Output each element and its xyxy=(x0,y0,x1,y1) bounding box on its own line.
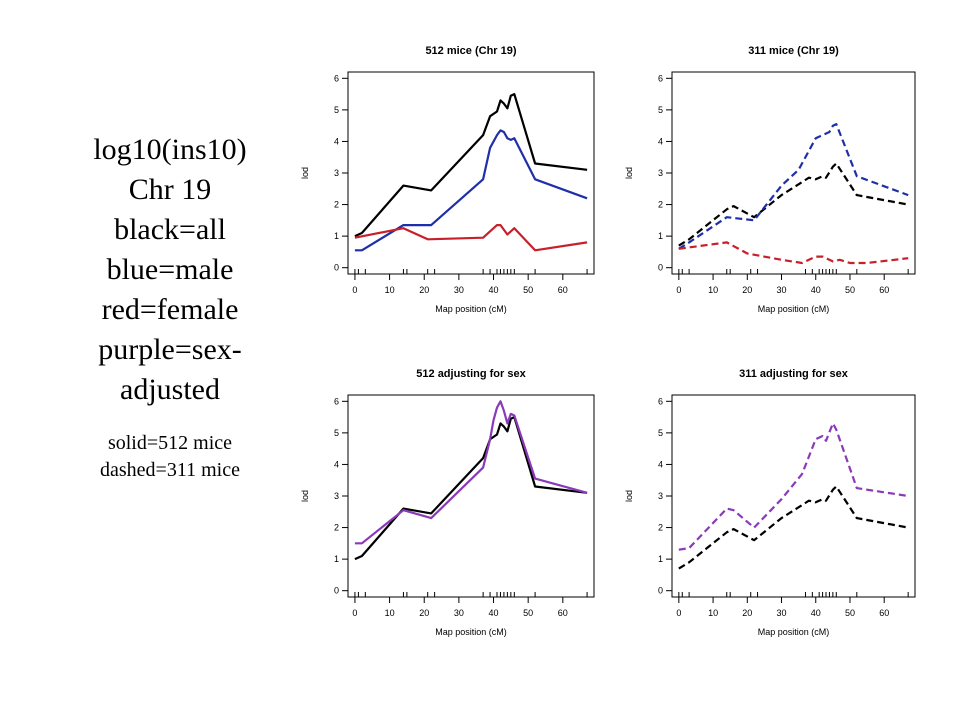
caption-line-4: blue=male xyxy=(106,253,234,286)
panel-2-x-tick-label: 40 xyxy=(811,285,821,295)
panel-3-x-tick-label: 30 xyxy=(454,608,464,618)
panel-4-y-tick-label: 0 xyxy=(658,586,663,596)
panel-4-x-tick-label: 0 xyxy=(676,608,681,618)
panel-3-x-tick-label: 60 xyxy=(558,608,568,618)
panel-3-series-all-line xyxy=(354,416,588,561)
panel-2-y-tick-label: 5 xyxy=(658,105,663,115)
panel-1-series-all-line xyxy=(354,92,588,238)
panel-3-x-tick-label: 10 xyxy=(385,608,395,618)
panel-4-y-tick-label: 4 xyxy=(658,459,663,469)
panel-2-x-tick-label: 30 xyxy=(777,285,787,295)
caption-line-5: red=female xyxy=(101,293,239,326)
panel-3-x-tick-label: 0 xyxy=(352,608,357,618)
panel-4-plot-frame xyxy=(671,394,916,598)
panel-3-y-tick-label: 4 xyxy=(334,459,339,469)
panel-4-y-tick-label: 3 xyxy=(658,491,663,501)
panel-4-y-tick-label: 5 xyxy=(658,428,663,438)
caption-line-2: Chr 19 xyxy=(128,173,212,206)
panel-2-x-tick-label: 50 xyxy=(845,285,855,295)
panel-1-x-tick-label: 10 xyxy=(385,285,395,295)
panel-2-y-tick-label: 3 xyxy=(658,168,663,178)
caption-line-7: adjusted xyxy=(120,373,220,406)
panel-2-y-tick-label: 2 xyxy=(658,200,663,210)
panel-2-title: 311 mice (Chr 19) xyxy=(748,45,839,57)
panel-3-title: 512 adjusting for sex xyxy=(416,368,526,380)
panel-1-series-male-line xyxy=(354,129,588,252)
caption-line-1: log10(ins10) xyxy=(93,133,247,166)
panel-2-x-tick-label: 60 xyxy=(879,285,889,295)
panel-2-y-tick-label: 1 xyxy=(658,231,663,241)
panel-2-x-axis-label: Map position (cM) xyxy=(758,304,830,314)
panel-4-x-axis-label: Map position (cM) xyxy=(758,627,830,637)
panel-3-y-tick-label: 0 xyxy=(334,586,339,596)
panel-2-x-tick-label: 20 xyxy=(742,285,752,295)
panel-4-x-tick-label: 40 xyxy=(811,608,821,618)
panel-1-x-tick-label: 60 xyxy=(558,285,568,295)
panel-4-y-axis-label: lod xyxy=(624,490,634,502)
panel-4-title: 311 adjusting for sex xyxy=(739,368,849,380)
caption-note-2: dashed=311 mice xyxy=(100,459,240,481)
panel-4-y-tick-label: 2 xyxy=(658,523,663,533)
panel-1-x-tick-label: 50 xyxy=(523,285,533,295)
panel-1-y-tick-label: 4 xyxy=(334,136,339,146)
panel-1-x-tick-label: 0 xyxy=(352,285,357,295)
caption-line-6: purple=sex- xyxy=(98,333,242,366)
panel-2-y-tick-label: 0 xyxy=(658,263,663,273)
panel-4-y-tick-label: 1 xyxy=(658,554,663,564)
panel-1-y-tick-label: 0 xyxy=(334,263,339,273)
caption-block: log10(ins10) Chr 19 black=all blue=male … xyxy=(40,130,300,484)
panel-3-plot-frame xyxy=(347,394,595,598)
panel-2-y-axis-label: lod xyxy=(624,167,634,179)
panel-3-y-tick-label: 6 xyxy=(334,396,339,406)
panel-3-x-tick-label: 40 xyxy=(489,608,499,618)
panel-2-x-tick-label: 0 xyxy=(676,285,681,295)
panel-2-y-tick-label: 6 xyxy=(658,73,663,83)
panel-3-y-tick-label: 5 xyxy=(334,428,339,438)
panel-1-x-tick-label: 30 xyxy=(454,285,464,295)
panel-3-y-tick-label: 1 xyxy=(334,554,339,564)
panel-2-series-female-line xyxy=(678,241,909,265)
panel-4-x-tick-label: 60 xyxy=(879,608,889,618)
panel-3-y-tick-label: 2 xyxy=(334,523,339,533)
panel-1-series-female-line xyxy=(354,224,588,252)
panel-3-x-tick-label: 50 xyxy=(523,608,533,618)
panel-1-x-axis-label: Map position (cM) xyxy=(435,304,507,314)
panel-1-y-tick-label: 2 xyxy=(334,200,339,210)
panel-1-y-axis-label: lod xyxy=(300,167,310,179)
caption-note-1: solid=512 mice xyxy=(107,432,233,454)
panel-4-series-sex-adjusted-line xyxy=(678,422,909,551)
panel-3-x-tick-label: 20 xyxy=(419,608,429,618)
panel-4-series-all-line xyxy=(678,485,909,570)
panel-2-x-tick-label: 10 xyxy=(708,285,718,295)
panel-4-x-tick-label: 50 xyxy=(845,608,855,618)
panel-3-y-axis-label: lod xyxy=(300,490,310,502)
panel-4-x-tick-label: 30 xyxy=(777,608,787,618)
panel-1-x-tick-label: 40 xyxy=(489,285,499,295)
panel-4-x-tick-label: 10 xyxy=(708,608,718,618)
panel-1-y-tick-label: 5 xyxy=(334,105,339,115)
panel-1-y-tick-label: 3 xyxy=(334,168,339,178)
panel-3-y-tick-label: 3 xyxy=(334,491,339,501)
panel-3-series-sex-adjusted-line xyxy=(354,400,588,545)
panel-1-plot-frame xyxy=(347,71,595,275)
panel-4-x-tick-label: 20 xyxy=(742,608,752,618)
caption-line-3: black=all xyxy=(114,213,226,246)
panel-1-title: 512 mice (Chr 19) xyxy=(425,45,516,57)
panel-3-x-axis-label: Map position (cM) xyxy=(435,627,507,637)
panel-2-series-male-line xyxy=(678,122,909,250)
panel-4-y-tick-label: 6 xyxy=(658,396,663,406)
panel-2-series-all-line xyxy=(678,162,909,247)
panel-2-plot-frame xyxy=(671,71,916,275)
panel-1-x-tick-label: 20 xyxy=(419,285,429,295)
panel-1-y-tick-label: 1 xyxy=(334,231,339,241)
panel-2-y-tick-label: 4 xyxy=(658,136,663,146)
panel-1-y-tick-label: 6 xyxy=(334,73,339,83)
